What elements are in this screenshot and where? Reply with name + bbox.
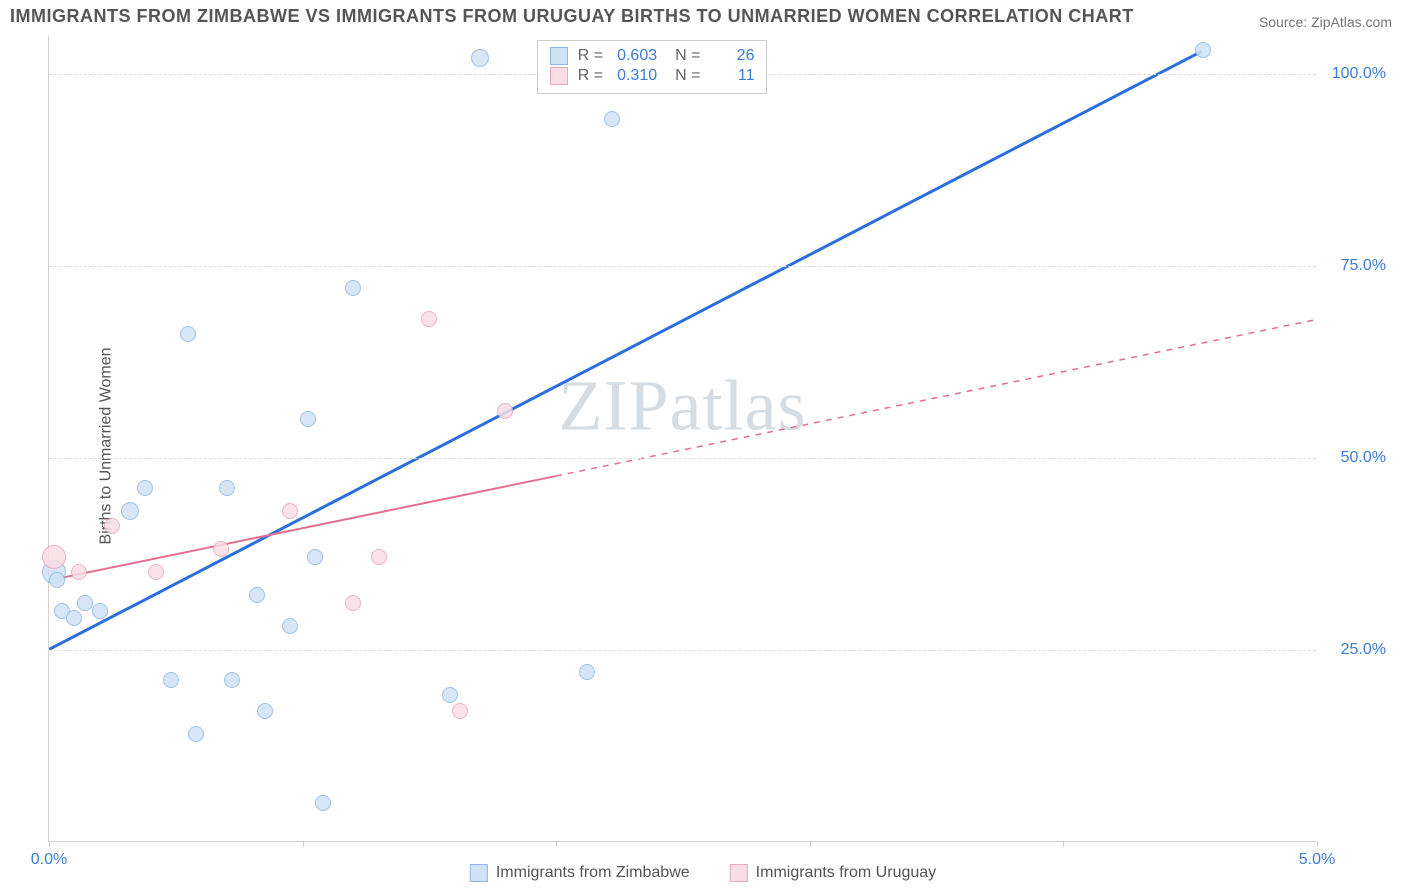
data-point xyxy=(224,672,240,688)
data-point xyxy=(77,595,93,611)
data-point xyxy=(371,549,387,565)
y-tick-label: 25.0% xyxy=(1341,641,1386,659)
data-point xyxy=(307,549,323,565)
legend: Immigrants from Zimbabwe Immigrants from … xyxy=(470,864,936,882)
r-label: R = xyxy=(578,67,603,85)
n-label: N = xyxy=(675,67,700,85)
data-point xyxy=(497,403,513,419)
data-point xyxy=(421,311,437,327)
data-point xyxy=(137,480,153,496)
stats-row: R = 0.603 N = 26 xyxy=(550,47,755,65)
plot-area: ZIPatlas 25.0%50.0%75.0%100.0%0.0%5.0%R … xyxy=(48,36,1316,842)
data-point xyxy=(1195,42,1211,58)
data-point xyxy=(121,502,139,520)
data-point xyxy=(257,703,273,719)
data-point xyxy=(282,503,298,519)
legend-label: Immigrants from Zimbabwe xyxy=(496,864,690,882)
series-swatch xyxy=(550,47,568,65)
source-attribution: Source: ZipAtlas.com xyxy=(1259,14,1392,30)
data-point xyxy=(579,664,595,680)
x-tick-mark xyxy=(556,841,557,847)
n-value: 11 xyxy=(710,67,754,85)
x-tick-mark xyxy=(810,841,811,847)
watermark: ZIPatlas xyxy=(559,365,807,448)
gridline xyxy=(49,266,1316,267)
data-point xyxy=(66,610,82,626)
data-point xyxy=(42,545,66,569)
legend-item: Immigrants from Zimbabwe xyxy=(470,864,690,882)
data-point xyxy=(92,603,108,619)
r-label: R = xyxy=(578,47,603,65)
x-tick-mark xyxy=(49,841,50,847)
data-point xyxy=(604,111,620,127)
data-point xyxy=(442,687,458,703)
stats-box: R = 0.603 N = 26 R = 0.310 N = 11 xyxy=(537,40,768,94)
chart-title: IMMIGRANTS FROM ZIMBABWE VS IMMIGRANTS F… xyxy=(10,6,1134,27)
trend-line xyxy=(49,476,556,580)
x-tick-mark xyxy=(1063,841,1064,847)
gridline xyxy=(49,458,1316,459)
trend-line-extrapolated xyxy=(556,320,1316,476)
data-point xyxy=(49,572,65,588)
trend-line xyxy=(49,51,1201,649)
data-point xyxy=(213,541,229,557)
series-swatch xyxy=(550,67,568,85)
r-value: 0.603 xyxy=(613,47,657,65)
stats-row: R = 0.310 N = 11 xyxy=(550,67,755,85)
trend-lines xyxy=(49,36,1316,841)
data-point xyxy=(300,411,316,427)
x-tick-mark xyxy=(1317,841,1318,847)
n-value: 26 xyxy=(710,47,754,65)
data-point xyxy=(345,280,361,296)
n-label: N = xyxy=(675,47,700,65)
data-point xyxy=(282,618,298,634)
data-point xyxy=(180,326,196,342)
data-point xyxy=(471,49,489,67)
x-tick-mark xyxy=(303,841,304,847)
x-tick-label: 0.0% xyxy=(31,851,67,869)
data-point xyxy=(315,795,331,811)
legend-swatch xyxy=(730,864,748,882)
y-tick-label: 75.0% xyxy=(1341,257,1386,275)
legend-item: Immigrants from Uruguay xyxy=(730,864,937,882)
data-point xyxy=(71,564,87,580)
data-point xyxy=(188,726,204,742)
correlation-chart: IMMIGRANTS FROM ZIMBABWE VS IMMIGRANTS F… xyxy=(0,0,1406,892)
r-value: 0.310 xyxy=(613,67,657,85)
data-point xyxy=(249,587,265,603)
gridline xyxy=(49,650,1316,651)
x-tick-label: 5.0% xyxy=(1299,851,1335,869)
legend-swatch xyxy=(470,864,488,882)
data-point xyxy=(219,480,235,496)
data-point xyxy=(148,564,164,580)
y-tick-label: 50.0% xyxy=(1341,449,1386,467)
data-point xyxy=(104,518,120,534)
data-point xyxy=(163,672,179,688)
y-tick-label: 100.0% xyxy=(1332,65,1386,83)
data-point xyxy=(345,595,361,611)
data-point xyxy=(452,703,468,719)
legend-label: Immigrants from Uruguay xyxy=(756,864,937,882)
